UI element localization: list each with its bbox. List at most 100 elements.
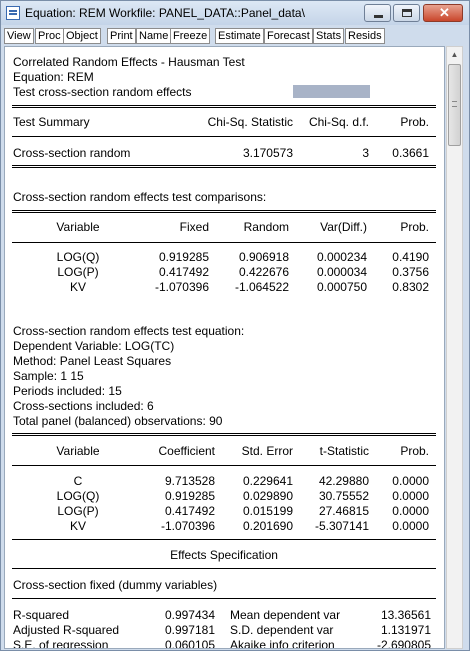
table-row-cell: 0.417492 (164, 504, 215, 518)
divider (12, 165, 436, 168)
divider (12, 433, 436, 436)
table-row-cell: LOG(P) (57, 504, 99, 518)
print-button[interactable]: Print (107, 28, 136, 44)
table-row-cell: 0.015199 (242, 504, 293, 518)
table-row-cell: 0.919285 (158, 250, 209, 264)
table-row-cell: 0.000750 (316, 280, 367, 294)
coef-header-prob: Prob. (400, 444, 429, 458)
table-row-cell: 27.46815 (318, 504, 369, 518)
freeze-button[interactable]: Freeze (170, 28, 211, 44)
divider (12, 465, 436, 466)
dependent-variable: Dependent Variable: LOG(TC) (13, 339, 175, 353)
table-row-cell: 0.0000 (392, 474, 429, 488)
table-row-cell: -1.070396 (154, 280, 209, 294)
stat-value: -2.690805 (376, 638, 431, 649)
cross-sections-included: Cross-sections included: 6 (13, 399, 154, 413)
redacted-box (293, 85, 370, 98)
divider (12, 210, 436, 213)
comparisons-header-variable: Variable (56, 220, 100, 234)
table-row-cell: 0.0000 (392, 519, 429, 533)
estimate-button[interactable]: Estimate (215, 28, 264, 44)
minimize-icon (374, 15, 383, 18)
forecast-button[interactable]: Forecast (264, 28, 313, 44)
table-row-cell: 0.8302 (392, 280, 429, 294)
resids-button[interactable]: Resids (345, 28, 385, 44)
stat-label: S.E. of regression (13, 638, 109, 649)
grip-icon (452, 101, 457, 107)
toolbar: View Proc Object Print Name Freeze Estim… (4, 28, 468, 44)
summary-prob-value: 0.3661 (392, 146, 429, 160)
coef-header-coefficient: Coefficient (158, 444, 215, 458)
table-row-cell: 0.000034 (316, 265, 367, 279)
stats-button[interactable]: Stats (313, 28, 345, 44)
name-button[interactable]: Name (136, 28, 172, 44)
equation-name: Equation: REM (13, 70, 94, 84)
comparisons-header-vardiff: Var(Diff.) (320, 220, 367, 234)
coef-header-variable: Variable (56, 444, 100, 458)
stat-label: Mean dependent var (230, 608, 341, 622)
maximize-icon (402, 9, 412, 17)
title-bar[interactable]: Equation: REM Workfile: PANEL_DATA::Pane… (1, 1, 469, 25)
table-row-cell: LOG(Q) (56, 250, 100, 264)
vertical-scrollbar[interactable]: ▲ (446, 46, 463, 649)
coef-header-stderror: Std. Error (241, 444, 293, 458)
table-row-cell: 0.4190 (392, 250, 429, 264)
summary-header-prob: Prob. (400, 115, 429, 129)
table-row-cell: 0.906918 (238, 250, 289, 264)
summary-test-name: Cross-section random (13, 146, 131, 160)
summary-header-test: Test Summary (13, 115, 90, 129)
table-row-cell: 0.417492 (158, 265, 209, 279)
comparisons-header-fixed: Fixed (179, 220, 209, 234)
summary-chisq-value: 3.170573 (242, 146, 293, 160)
maximize-button[interactable] (393, 4, 420, 22)
table-row-cell: 0.422676 (238, 265, 289, 279)
divider (12, 539, 436, 540)
divider (12, 136, 436, 137)
view-button[interactable]: View (4, 28, 34, 44)
close-icon: ✕ (439, 5, 450, 20)
divider (12, 598, 436, 599)
table-row-cell: 0.919285 (164, 489, 215, 503)
table-row-cell: C (73, 474, 83, 488)
effects-title: Effects Specification (170, 548, 278, 562)
scrollbar-thumb[interactable] (448, 64, 461, 146)
minimize-button[interactable] (364, 4, 391, 22)
divider (12, 568, 436, 569)
table-row-cell: 0.3756 (392, 265, 429, 279)
table-row-cell: KV (69, 519, 86, 533)
table-row-cell: 30.75552 (318, 489, 369, 503)
sample: Sample: 1 15 (13, 369, 84, 383)
table-row-cell: -5.307141 (314, 519, 369, 533)
method: Method: Panel Least Squares (13, 354, 172, 368)
stat-value: 1.131971 (380, 623, 431, 637)
table-row-cell: 9.713528 (164, 474, 215, 488)
divider (12, 105, 436, 108)
stat-label: Akaike info criterion (230, 638, 335, 649)
stat-label: Adjusted R-squared (13, 623, 120, 637)
table-row-cell: LOG(P) (57, 265, 99, 279)
close-button[interactable]: ✕ (423, 4, 463, 22)
proc-button[interactable]: Proc (35, 28, 64, 44)
summary-df-value: 3 (362, 146, 369, 160)
equation-icon (6, 6, 20, 20)
window-title: Equation: REM Workfile: PANEL_DATA::Pane… (25, 6, 305, 20)
test-description: Test cross-section random effects (13, 85, 192, 99)
stat-value: 13.36561 (380, 608, 431, 622)
table-row-cell: KV (69, 280, 86, 294)
summary-header-stat: Chi-Sq. Statistic (207, 115, 293, 129)
table-row-cell: 42.29880 (318, 474, 369, 488)
stat-value: 0.997434 (164, 608, 215, 622)
object-button[interactable]: Object (63, 28, 101, 44)
comparisons-header-random: Random (243, 220, 289, 234)
table-row-cell: -1.064522 (234, 280, 289, 294)
output-table: Correlated Random Effects - Hausman Test… (4, 46, 445, 649)
scroll-up-icon[interactable]: ▲ (450, 50, 459, 59)
table-row-cell: 0.0000 (392, 489, 429, 503)
table-row-cell: LOG(Q) (56, 489, 100, 503)
test-title: Correlated Random Effects - Hausman Test (13, 55, 245, 69)
equation-title: Cross-section random effects test equati… (13, 324, 245, 338)
periods-included: Periods included: 15 (13, 384, 122, 398)
effects-spec: Cross-section fixed (dummy variables) (13, 578, 218, 592)
coef-header-tstat: t-Statistic (319, 444, 369, 458)
stat-label: R-squared (13, 608, 70, 622)
